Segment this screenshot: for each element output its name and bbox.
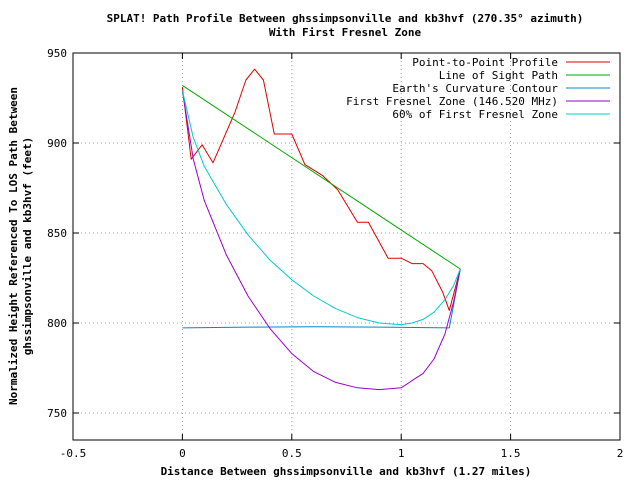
chart-title-line-1: SPLAT! Path Profile Between ghssimpsonvi… — [107, 12, 584, 25]
y-tick-label: 900 — [47, 137, 67, 150]
chart-title-line-2: With First Fresnel Zone — [269, 26, 422, 39]
y-tick-label: 800 — [47, 317, 67, 330]
axis-ticks: -0.5 0 0.5 1 1.5 2 750 800 850 900 950 — [47, 47, 623, 460]
y-tick-label: 750 — [47, 407, 67, 420]
legend-label-4: First Fresnel Zone (146.520 MHz) — [346, 95, 558, 108]
series-line-2 — [182, 84, 461, 270]
x-axis-label: Distance Between ghssimpsonville and kb3… — [161, 465, 532, 478]
legend-label-3: Earth's Curvature Contour — [392, 82, 558, 95]
legend-label-2: Line of Sight Path — [439, 69, 558, 82]
x-tick-label: -0.5 — [60, 447, 87, 460]
x-tick-label: 2 — [617, 447, 624, 460]
series-line-4 — [181, 90, 461, 391]
y-axis-label-line-2: ghssimpsonville and kb3hvf (feet) — [21, 137, 34, 356]
plot-border — [72, 52, 621, 441]
y-axis-label-line-1: Normalized Height Referenced To LOS Path… — [7, 87, 20, 405]
x-tick-label: 0.5 — [282, 447, 302, 460]
grid-lines — [73, 52, 620, 440]
legend-label-1: Point-to-Point Profile — [412, 56, 558, 69]
series-line-3 — [182, 268, 461, 329]
y-tick-label: 950 — [47, 47, 67, 60]
series-group — [181, 68, 461, 391]
x-tick-label: 1 — [398, 447, 405, 460]
x-tick-label: 0 — [179, 447, 186, 460]
series-line-1 — [181, 68, 461, 311]
series-line-5 — [181, 90, 461, 326]
y-tick-label: 850 — [47, 227, 67, 240]
legend-label-5: 60% of First Fresnel Zone — [392, 108, 558, 121]
x-tick-label: 1.5 — [501, 447, 521, 460]
